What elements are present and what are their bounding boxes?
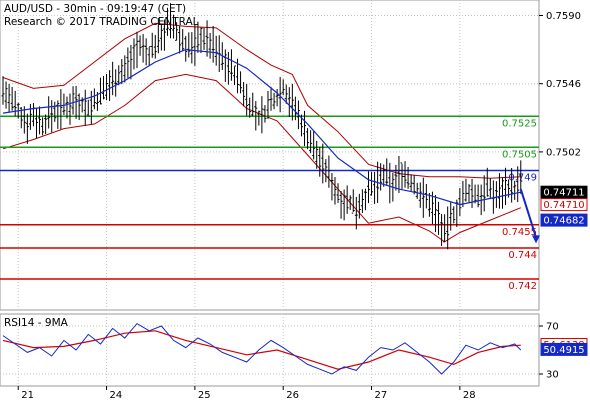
- rsi-tick-label: 30: [546, 370, 559, 381]
- price-grid: [0, 0, 539, 310]
- level-label: 0.749: [508, 173, 537, 184]
- chart-title: AUD/USD - 30min - 09:19:47 (CET): [4, 3, 186, 15]
- price-series: [1, 3, 523, 250]
- y-axis: 0.7590 0.7546 0.7502: [539, 11, 581, 158]
- rsi-tag-label: 50.4915: [543, 345, 584, 356]
- y-tick-label: 0.7502: [546, 147, 581, 158]
- rsi-tick-label: 70: [546, 322, 559, 333]
- rsi-panel-frame: [0, 313, 540, 387]
- chart-subtitle: Research © 2017 TRADING CENTRAL: [4, 16, 199, 28]
- price-tag-label: 0.74710: [543, 200, 584, 211]
- rsi-tag-box: [540, 342, 588, 356]
- x-tick-label: 26: [286, 390, 299, 400]
- forecast-arrow-head: [532, 235, 540, 244]
- price-tag-label: 0.74682: [543, 216, 584, 227]
- x-tick-label: 28: [463, 390, 476, 400]
- x-tick-label: 21: [21, 390, 34, 400]
- rsi-grid: [0, 314, 539, 386]
- y-tick-label: 0.7546: [546, 79, 581, 90]
- forecast-arrow: [519, 188, 540, 244]
- rsi-label: RSI14 - 9MA: [4, 317, 69, 329]
- y-tick-label: 0.7590: [546, 11, 581, 22]
- rsi-line: [2, 322, 522, 375]
- support-resistance-levels: 0.7525 0.7505 0.749 0.7455 0.744 0.742: [0, 115, 539, 292]
- rsi-y-axis: 70 30: [539, 322, 559, 381]
- price-tag-label: 0.74711: [543, 188, 584, 199]
- level-label: 0.742: [508, 281, 537, 292]
- upper-band: [2, 22, 521, 179]
- price-panel: 0.7525 0.7505 0.749 0.7455 0.744 0.742: [0, 0, 540, 311]
- x-axis: 21 24 25 26 27 28: [17, 386, 476, 400]
- level-label: 0.744: [508, 250, 537, 261]
- level-label: 0.7525: [502, 118, 537, 129]
- price-panel-frame: [0, 0, 540, 311]
- level-label: 0.7505: [502, 149, 537, 160]
- x-tick-label: 24: [110, 390, 123, 400]
- forecast-arrow-shaft: [519, 188, 537, 238]
- rsi-panel: [0, 313, 540, 387]
- rsi-series: [2, 322, 522, 375]
- rsi-ma-line: [2, 330, 521, 370]
- price-tag-box: [540, 213, 588, 227]
- moving-average-line: [2, 48, 521, 206]
- x-tick-label: 27: [375, 390, 388, 400]
- level-label: 0.7455: [502, 227, 537, 238]
- x-tick-label: 25: [198, 390, 211, 400]
- price-tag-box: [540, 198, 588, 212]
